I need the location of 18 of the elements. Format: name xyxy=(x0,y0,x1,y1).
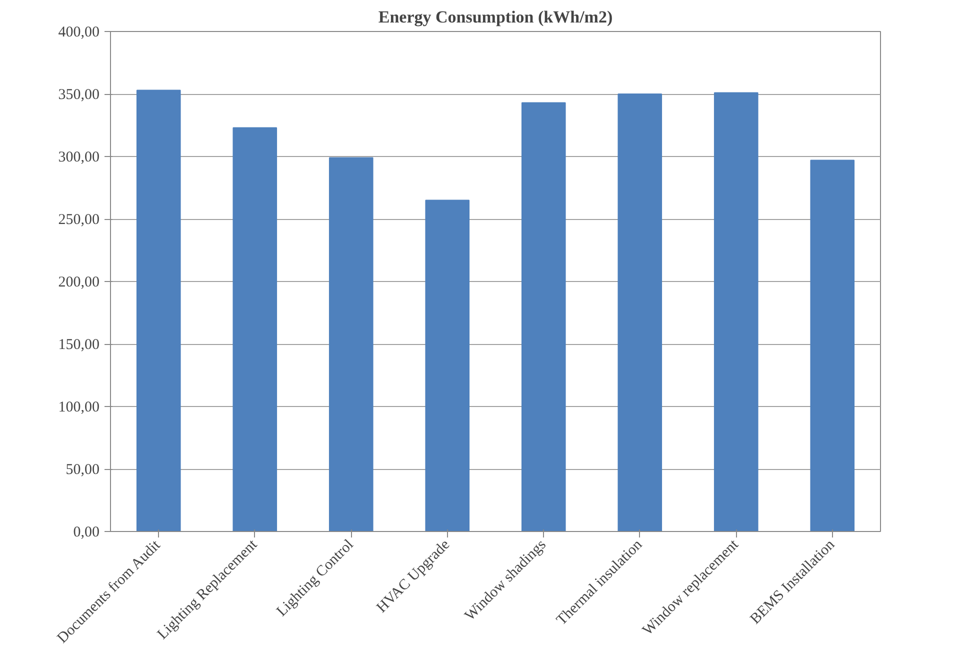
y-tick-label: 0,00 xyxy=(73,524,100,540)
bar xyxy=(232,127,278,532)
y-tick-label: 100,00 xyxy=(58,400,100,416)
y-tick-label: 50,00 xyxy=(66,462,100,478)
y-tick-label: 200,00 xyxy=(58,274,100,290)
chart-title: Energy Consumption (kWh/m2) xyxy=(378,8,613,26)
y-tick-label: 300,00 xyxy=(58,150,100,166)
y-tick-label: 350,00 xyxy=(58,87,100,103)
bar xyxy=(136,90,181,532)
bar xyxy=(810,160,855,532)
bar xyxy=(328,157,374,532)
y-tick-label: 400,00 xyxy=(58,24,100,40)
y-tick-label: 250,00 xyxy=(58,212,100,228)
bar xyxy=(618,94,662,532)
bar xyxy=(521,102,566,532)
bar xyxy=(714,92,758,532)
bar xyxy=(425,200,470,532)
y-tick-label: 150,00 xyxy=(58,337,100,353)
